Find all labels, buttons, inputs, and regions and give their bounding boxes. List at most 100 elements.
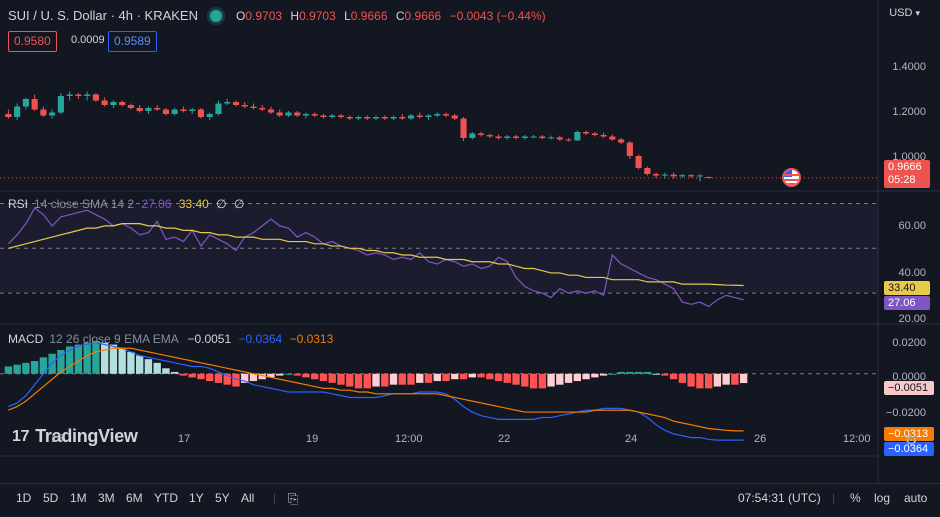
range-5y-button[interactable]: 5Y [215, 491, 230, 505]
candle-body [372, 117, 380, 119]
macd-hist-bar [258, 373, 266, 380]
macd-hist-bar [477, 373, 485, 378]
candle-body [294, 112, 301, 116]
macd-hist-bar [144, 359, 153, 374]
macd-hist-bar [337, 373, 345, 385]
macd-hist-bar [652, 373, 660, 375]
range-1y-button[interactable]: 1Y [189, 491, 204, 505]
macd-signal-value: −0.0313 [289, 332, 334, 346]
candle-body [302, 114, 310, 116]
candle-body [14, 106, 21, 117]
toolbar-separator: | [273, 491, 277, 505]
macd-hist-bar [521, 373, 529, 387]
macd-hist-bar [731, 373, 739, 385]
candle-body [84, 94, 91, 96]
macd-hist-bar [372, 373, 380, 387]
range-5d-button[interactable]: 5D [43, 491, 59, 505]
candle-body [381, 117, 388, 119]
candle-body [644, 168, 651, 174]
spread-value: 0.0009 [71, 34, 105, 46]
candle-body [434, 114, 441, 116]
candle-body [574, 132, 581, 141]
candle-body [670, 174, 677, 177]
rsi-extra-1: ∅ [216, 197, 227, 211]
sell-button[interactable]: 0.9580 [8, 31, 57, 52]
macd-hist-bar [65, 346, 74, 374]
candle-body [653, 174, 660, 176]
candle-body [460, 118, 467, 138]
date-range-icon[interactable]: ⎘ [288, 491, 299, 506]
macd-hist-bar [74, 344, 83, 374]
candle-body [127, 105, 134, 108]
candle-body [626, 142, 633, 156]
candle-body [224, 102, 231, 104]
range-3m-button[interactable]: 3M [98, 491, 115, 505]
candle-body [442, 114, 450, 116]
macd-hist-bar [57, 350, 65, 374]
auto-toggle[interactable]: auto [904, 491, 928, 505]
candle-body [399, 117, 406, 119]
candle-body [311, 114, 318, 116]
macd-hist-bar [704, 373, 713, 389]
candle-body [145, 108, 152, 111]
rsi-sma-line [8, 223, 744, 287]
macd-hist-bar [135, 355, 144, 374]
buy-button[interactable]: 0.9589 [108, 31, 157, 52]
open-value: 0.9703 [245, 8, 283, 23]
rsi-tick: 60.00 [898, 220, 926, 232]
candle-body [337, 115, 345, 117]
percent-toggle[interactable]: % [850, 491, 861, 505]
macd-hist-bar [416, 373, 424, 383]
candle-body [101, 100, 108, 105]
candle-body [31, 99, 38, 110]
utc-clock[interactable]: 07:54:31 (UTC) [738, 491, 821, 505]
high-label: H [290, 8, 300, 23]
candle-body [679, 175, 686, 177]
rsi-sma-tag: 33.40 [884, 281, 930, 295]
macd-hist-bar [363, 373, 371, 389]
currency-selector[interactable]: USD [889, 7, 920, 19]
rsi-params: 14 close SMA 14 2 [34, 197, 135, 211]
price-tick: 1.2000 [892, 106, 926, 118]
macd-hist-bar [302, 373, 310, 378]
macd-hist-bar [311, 373, 319, 380]
us-flag-icon[interactable] [782, 168, 801, 187]
range-all-button[interactable]: All [241, 491, 255, 505]
candle-body [154, 108, 161, 110]
candle-body [285, 112, 292, 116]
range-6m-button[interactable]: 6M [126, 491, 143, 505]
candle-body [530, 136, 537, 138]
candle-body [688, 175, 695, 177]
rsi-line [7, 207, 744, 308]
candle-body [276, 112, 283, 116]
bar-countdown: 05:28 [888, 174, 916, 186]
range-1d-button[interactable]: 1D [16, 491, 32, 505]
time-tick: 26 [754, 433, 767, 445]
macd-legend[interactable]: MACD 12 26 close 9 EMA EMA −0.0051 −0.036… [8, 332, 333, 346]
gear-icon[interactable]: ⚙ [905, 432, 918, 448]
candle-body [591, 133, 598, 135]
macd-hist-bar [442, 373, 450, 382]
tradingview-logo[interactable]: 17 TradingView [12, 426, 138, 447]
rsi-tick: 40.00 [898, 267, 926, 279]
macd-hist-bar [678, 373, 687, 383]
range-1m-button[interactable]: 1M [70, 491, 87, 505]
candle-body [477, 133, 485, 135]
candle-body [618, 139, 625, 143]
time-tick: 24 [625, 433, 638, 445]
macd-hist-bar [214, 373, 223, 383]
rsi-legend[interactable]: RSI 14 close SMA 14 2 27.06 33.40 ∅ ∅ [8, 197, 244, 211]
close-label: C [395, 8, 405, 23]
range-ytd-button[interactable]: YTD [154, 491, 178, 505]
macd-hist-bar [346, 373, 354, 387]
symbol-title[interactable]: SUI / U. S. Dollar · 4h · KRAKEN [8, 8, 198, 23]
log-toggle[interactable]: log [874, 491, 891, 505]
chart-header: SUI / U. S. Dollar · 4h · KRAKEN O0.9703… [8, 8, 551, 23]
macd-hist-bar [459, 373, 468, 380]
macd-hist-bar [127, 351, 135, 374]
candle-body [92, 94, 99, 101]
candle-body [661, 174, 668, 176]
macd-hist-bar [162, 368, 170, 374]
candle-body [600, 135, 607, 137]
